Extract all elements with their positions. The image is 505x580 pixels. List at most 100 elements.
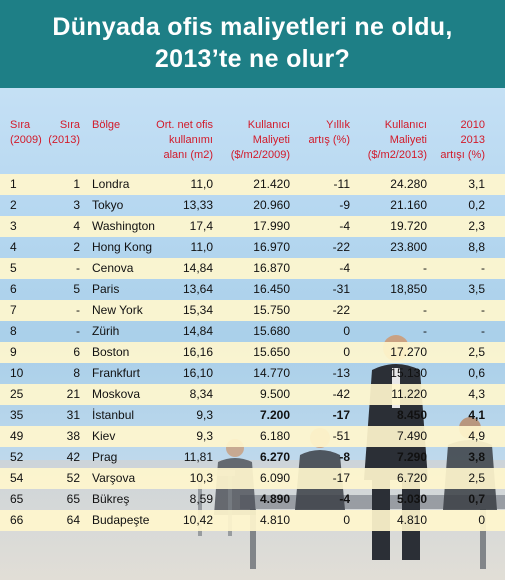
page-title: Dünyada ofis maliyetleri ne oldu, 2013’t…: [0, 0, 505, 88]
cell-region: Tokyo: [92, 198, 124, 212]
cell-rank2013: 5: [73, 282, 80, 296]
cell-cost2009: 16.870: [253, 261, 290, 275]
header-line: Sıra: [10, 119, 31, 131]
table-row: 7- New York 15,34 15.750 -22- -: [0, 300, 505, 321]
cell-rank2013: 8: [73, 366, 80, 380]
cell-cost2013: 11.220: [391, 387, 427, 401]
cell-area: 14,84: [182, 261, 213, 275]
cell-annual: -4: [339, 219, 350, 233]
header-line: alanı (m2): [163, 149, 213, 161]
cell-rank2009: 3: [10, 219, 17, 233]
cell-rank2009: 35: [10, 408, 24, 422]
cell-area: 9,3: [196, 429, 213, 443]
header-region: Bölge: [92, 118, 192, 133]
header-rank2013: Sıra (2013): [48, 118, 80, 148]
cell-cost2013: 5.030: [396, 492, 427, 506]
cell-rank2009: 49: [10, 429, 24, 443]
cell-cost2009: 15.650: [253, 345, 290, 359]
cell-rank2009: 54: [10, 471, 24, 485]
cell-change: 3,1: [468, 177, 485, 191]
table-row: 35 31 İstanbul 9,3 7.200 -17 8.450 4,1: [0, 405, 505, 426]
title-line-2: 2013’te ne olur?: [154, 45, 351, 73]
cell-region: İstanbul: [92, 408, 135, 422]
cell-cost2009: 21.420: [253, 177, 290, 191]
table-row: 5- Cenova 14,84 16.870 -4- -: [0, 258, 505, 279]
data-table: 1 1 Londra 11,0 21.420 -11 24.280 3,1 2 3 Tokyo 13,…: [0, 174, 505, 531]
cell-change: 0,6: [468, 366, 485, 380]
cell-rank2013: 4: [73, 219, 80, 233]
cell-rank2009: 66: [10, 513, 24, 527]
cell-region: Londra: [92, 177, 130, 191]
header-line: ($/m2/2009): [230, 149, 290, 161]
cell-change: 3,5: [468, 282, 485, 296]
cell-cost2009: 6.180: [259, 429, 290, 443]
cell-rank2009: 5: [10, 261, 17, 275]
cell-region: Paris: [92, 282, 120, 296]
cell-area: 10,3: [189, 471, 213, 485]
cell-annual: -17: [332, 471, 350, 485]
cell-annual: 0: [343, 345, 350, 359]
table-header: Sıra (2009) Sıra (2013) Bölge Ort. net ofis ku…: [0, 118, 505, 174]
cell-region: Bükreş: [92, 492, 130, 506]
cell-cost2009: 14.770: [253, 366, 290, 380]
cell-cost2013: 18,850: [390, 282, 427, 296]
cell-area: 14,84: [182, 324, 213, 338]
cell-region: Boston: [92, 345, 130, 359]
cell-change: 0,7: [468, 492, 485, 506]
header-rank2009: Sıra (2009): [10, 118, 48, 148]
cell-rank2013: 3: [73, 198, 80, 212]
header-line: artışı (%): [440, 149, 485, 161]
header-line: Bölge: [92, 119, 121, 131]
header-line: Yıllık: [326, 119, 350, 131]
cell-cost2013: 4.810: [396, 513, 427, 527]
cell-cost2009: 4.810: [259, 513, 290, 527]
cell-rank2009: 7: [10, 303, 17, 317]
cell-change: 2,3: [468, 219, 485, 233]
table-row: 2 3 Tokyo 13,33 20.960 -9 21.160 0,2: [0, 195, 505, 216]
cell-cost2013: -: [423, 324, 427, 338]
cell-cost2013: 21.160: [390, 198, 427, 212]
header-line: Kullanıcı: [384, 119, 427, 131]
cell-area: 15,34: [182, 303, 213, 317]
cell-region: Prag: [92, 450, 118, 464]
cell-cost2009: 4.890: [259, 492, 290, 506]
cell-annual: -11: [333, 177, 350, 191]
cell-annual: -51: [332, 429, 350, 443]
cell-change: 0: [478, 513, 485, 527]
cell-annual: -9: [339, 198, 350, 212]
cell-area: 8,34: [189, 387, 213, 401]
cell-region: Varşova: [92, 471, 136, 485]
cell-rank2013: 31: [66, 408, 80, 422]
cell-area: 11,81: [183, 450, 213, 464]
cell-rank2009: 52: [10, 450, 24, 464]
header-line: 2010: [460, 119, 485, 131]
cell-annual: 0: [343, 513, 350, 527]
cell-region: New York: [92, 303, 143, 317]
table-row: 49 38 Kiev 9,3 6.180 -51 7.490 4,9: [0, 426, 505, 447]
cell-area: 13,64: [182, 282, 213, 296]
cell-change: -: [481, 324, 485, 338]
cell-cost2009: 6.090: [259, 471, 290, 485]
header-line: Maliyeti: [389, 134, 427, 146]
cell-area: 17,4: [189, 219, 213, 233]
cell-annual: -22: [332, 303, 350, 317]
cell-rank2013: 64: [66, 513, 80, 527]
title-line-1: Dünyada ofis maliyetleri ne oldu,: [52, 13, 453, 41]
header-line: (2013): [48, 134, 80, 146]
cell-change: 4,1: [468, 408, 485, 422]
cell-region: Washington: [92, 219, 155, 233]
cell-rank2009: 4: [10, 240, 17, 254]
cell-annual: -4: [339, 492, 350, 506]
table-row: 8- Zürih 14,84 15.680 0- -: [0, 321, 505, 342]
header-line: kullanımı: [168, 134, 213, 146]
cell-change: 4,9: [468, 429, 485, 443]
header-line: Sıra: [59, 119, 80, 131]
table-row: 25 21 Moskova 8,34 9.500 -42 11.220 4,3: [0, 384, 505, 405]
cell-area: 10,42: [182, 513, 213, 527]
cell-annual: -42: [332, 387, 350, 401]
header-area: Ort. net ofis kullanımı alanı (m2): [140, 118, 213, 163]
cell-cost2013: 24.280: [390, 177, 427, 191]
cell-cost2009: 15.680: [253, 324, 290, 338]
cell-change: 3,8: [468, 450, 485, 464]
